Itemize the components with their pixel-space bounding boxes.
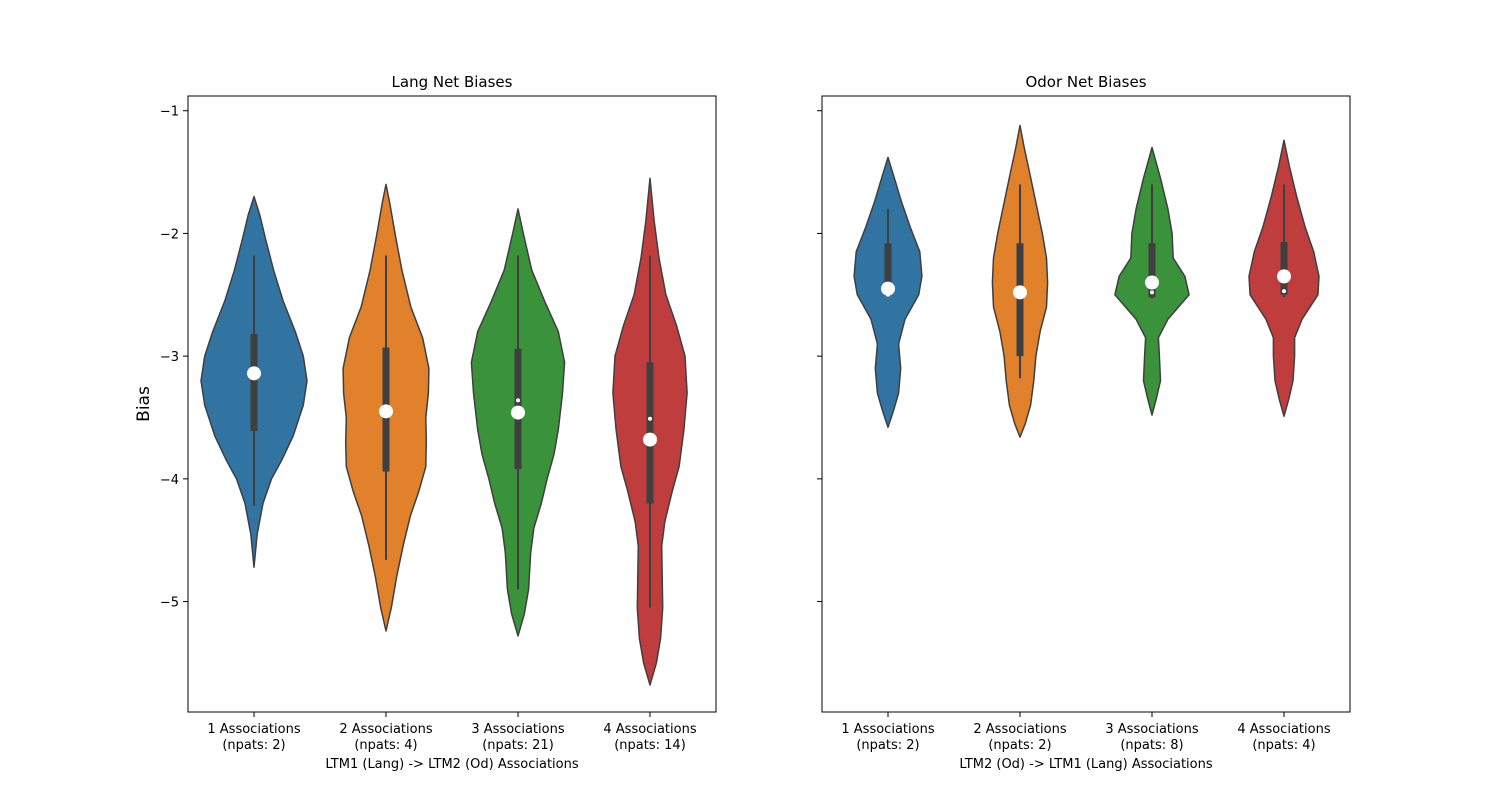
x-tick-sublabel: (npats: 2) bbox=[988, 738, 1051, 753]
x-tick-label: 2 Associations bbox=[973, 722, 1066, 737]
x-axis-label: LTM2 (Od) -> LTM1 (Lang) Associations bbox=[959, 757, 1212, 772]
y-tick-label: −5 bbox=[160, 596, 179, 611]
violin-mean-marker-1 bbox=[881, 281, 895, 296]
chart-panel-1: −1 −2 −3 −4 −5 1 Associations(npats: 2) 2 Asso… bbox=[160, 73, 717, 772]
violin-mean-marker-1 bbox=[247, 366, 261, 381]
x-tick-sublabel: (npats: 14) bbox=[614, 738, 686, 753]
x-tick-sublabel: (npats: 8) bbox=[1120, 738, 1183, 753]
x-tick-label: 4 Associations bbox=[603, 722, 696, 737]
x-tick-label: 4 Associations bbox=[1237, 722, 1330, 737]
x-tick-label: 1 Associations bbox=[841, 722, 934, 737]
violin-mean-marker-4 bbox=[1277, 269, 1291, 284]
violin-median-3 bbox=[1150, 290, 1154, 295]
violin-mean-marker-2 bbox=[379, 404, 393, 419]
violin-iqr-box-1 bbox=[884, 243, 892, 295]
x-tick-sublabel: (npats: 21) bbox=[482, 738, 554, 753]
y-tick-label: −1 bbox=[160, 105, 179, 120]
x-tick-sublabel: (npats: 2) bbox=[222, 738, 285, 753]
x-axis-label: LTM1 (Lang) -> LTM2 (Od) Associations bbox=[325, 757, 578, 772]
x-tick-label: 3 Associations bbox=[1105, 722, 1198, 737]
y-tick-label: −2 bbox=[160, 227, 179, 242]
x-tick-label: 2 Associations bbox=[339, 722, 432, 737]
y-axis-label: Bias bbox=[134, 386, 154, 422]
violin-mean-marker-2 bbox=[1013, 285, 1027, 300]
violin-median-3 bbox=[516, 398, 520, 403]
x-tick-sublabel: (npats: 4) bbox=[354, 738, 417, 753]
violin-median-4 bbox=[648, 416, 652, 421]
plot-frame bbox=[821, 95, 1351, 713]
x-tick-label: 3 Associations bbox=[471, 722, 564, 737]
violin-median-4 bbox=[1282, 289, 1286, 294]
violin-iqr-box-2 bbox=[1016, 243, 1024, 357]
chart-title: Lang Net Biases bbox=[392, 73, 513, 91]
violin-mean-marker-4 bbox=[643, 432, 657, 447]
x-tick-sublabel: (npats: 2) bbox=[856, 738, 919, 753]
violin-iqr-box-4 bbox=[1280, 242, 1288, 295]
x-tick-label: 1 Associations bbox=[207, 722, 300, 737]
y-tick-label: −4 bbox=[160, 473, 179, 488]
violin-iqr-box-3 bbox=[1148, 243, 1156, 298]
plot-frame bbox=[187, 95, 717, 713]
chart-panel-2: 1 Associations(npats: 2)2 Associations(n… bbox=[817, 73, 1351, 772]
violin-iqr-box-1 bbox=[250, 334, 258, 431]
y-tick-label: −3 bbox=[160, 350, 179, 365]
chart-title: Odor Net Biases bbox=[1025, 73, 1146, 91]
violin-mean-marker-3 bbox=[1145, 275, 1159, 290]
violin-mean-marker-3 bbox=[511, 405, 525, 420]
x-tick-sublabel: (npats: 4) bbox=[1252, 738, 1315, 753]
